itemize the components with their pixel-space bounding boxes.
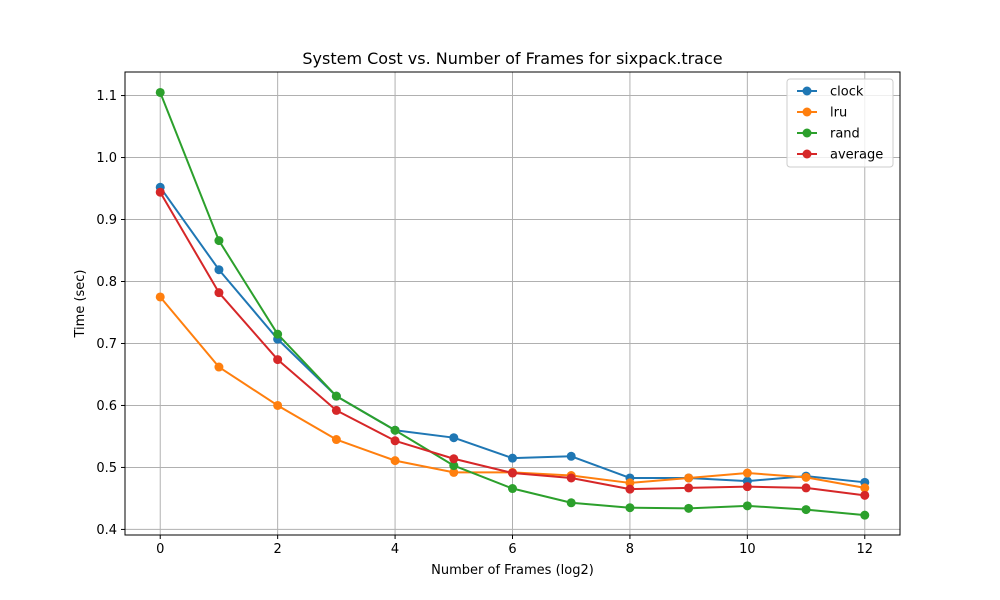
data-point-lru [273, 400, 283, 410]
legend-label-average: average [830, 148, 883, 163]
grid [125, 72, 900, 535]
data-point-lru [625, 478, 635, 488]
data-point-rand [155, 87, 165, 97]
data-point-lru [214, 362, 224, 372]
data-point-average [860, 490, 870, 500]
data-point-average [742, 482, 752, 492]
y-tick-label: 1.1 [96, 89, 117, 104]
legend: clock lru rand average [786, 78, 894, 168]
x-tick-label: 8 [626, 542, 634, 557]
x-tick-label: 4 [391, 542, 399, 557]
data-point-average [390, 436, 400, 446]
series-rand [155, 87, 870, 520]
data-point-rand [742, 501, 752, 511]
y-tick-label: 0.6 [96, 399, 117, 414]
data-point-rand [801, 505, 811, 515]
data-point-lru [684, 473, 694, 483]
data-point-clock [214, 265, 224, 275]
y-tick-label: 0.9 [96, 213, 117, 228]
y-tick-label: 0.4 [96, 523, 117, 538]
data-point-rand [449, 461, 459, 471]
chart-title: System Cost vs. Number of Frames for six… [302, 49, 722, 68]
x-tick-label: 10 [739, 542, 756, 557]
data-point-lru [331, 435, 341, 445]
y-tick-label: 1.0 [96, 151, 117, 166]
x-tick-label: 2 [274, 542, 282, 557]
legend-marker-clock [802, 86, 812, 96]
data-point-lru [860, 483, 870, 493]
data-point-clock [566, 451, 576, 461]
legend-label-clock: clock [830, 85, 864, 100]
data-point-average [331, 405, 341, 415]
data-point-rand [625, 503, 635, 513]
data-point-lru [390, 456, 400, 466]
y-tick-label: 0.7 [96, 337, 117, 352]
data-point-lru [449, 467, 459, 477]
data-point-average [449, 454, 459, 464]
series-layer [155, 87, 870, 520]
data-point-average [214, 288, 224, 298]
y-tick-label: 0.8 [96, 275, 117, 290]
data-point-rand [860, 510, 870, 520]
data-point-clock [449, 433, 459, 443]
data-point-average [273, 355, 283, 365]
data-point-rand [390, 425, 400, 435]
x-axis-label: Number of Frames (log2) [431, 563, 594, 578]
ticks: 0 2 4 6 8 10 12 0.4 0.5 0.6 0.7 0.8 0.9 1.0 1.1 [96, 89, 873, 557]
data-point-lru [742, 468, 752, 478]
data-point-average [155, 187, 165, 197]
data-point-rand [684, 503, 694, 513]
data-point-rand [273, 329, 283, 339]
series-average [155, 187, 870, 500]
legend-marker-lru [802, 107, 812, 117]
legend-marker-rand [802, 128, 812, 138]
data-point-average [625, 484, 635, 494]
data-point-rand [508, 484, 517, 494]
x-tick-label: 12 [856, 542, 873, 557]
legend-label-lru: lru [830, 106, 847, 121]
legend-box [786, 78, 894, 168]
legend-label-rand: rand [830, 127, 860, 142]
legend-marker-average [802, 149, 812, 159]
data-point-average [566, 473, 576, 483]
data-point-lru [155, 292, 165, 302]
data-point-lru [801, 472, 811, 482]
data-point-clock [508, 453, 517, 463]
data-point-average [684, 483, 694, 493]
y-tick-label: 0.5 [96, 461, 117, 476]
y-axis-label: Time (sec) [73, 269, 88, 338]
x-tick-label: 0 [156, 542, 164, 557]
data-point-rand [214, 236, 224, 246]
x-tick-label: 6 [508, 542, 516, 557]
data-point-average [508, 468, 517, 478]
data-point-average [801, 483, 811, 493]
data-point-rand [331, 391, 341, 401]
data-point-rand [566, 498, 576, 508]
